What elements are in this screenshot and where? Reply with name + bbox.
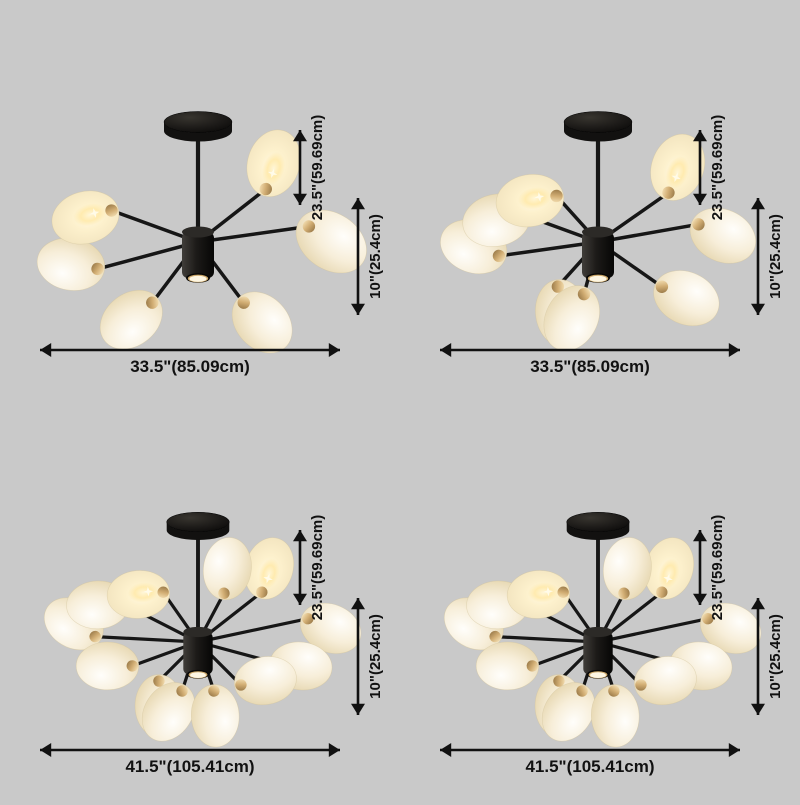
svg-text:33.5"(85.09cm): 33.5"(85.09cm) — [130, 357, 250, 376]
svg-text:10"(25.4cm): 10"(25.4cm) — [367, 214, 384, 299]
svg-text:33.5"(85.09cm): 33.5"(85.09cm) — [530, 357, 650, 376]
svg-text:10"(25.4cm): 10"(25.4cm) — [767, 614, 784, 699]
svg-text:23.5"(59.69cm): 23.5"(59.69cm) — [709, 115, 726, 221]
svg-text:41.5"(105.41cm): 41.5"(105.41cm) — [125, 757, 254, 776]
svg-text:23.5"(59.69cm): 23.5"(59.69cm) — [309, 515, 326, 621]
svg-text:23.5"(59.69cm): 23.5"(59.69cm) — [309, 115, 326, 221]
svg-text:10"(25.4cm): 10"(25.4cm) — [367, 614, 384, 699]
svg-text:41.5"(105.41cm): 41.5"(105.41cm) — [525, 757, 654, 776]
svg-text:10"(25.4cm): 10"(25.4cm) — [767, 214, 784, 299]
svg-text:23.5"(59.69cm): 23.5"(59.69cm) — [709, 515, 726, 621]
